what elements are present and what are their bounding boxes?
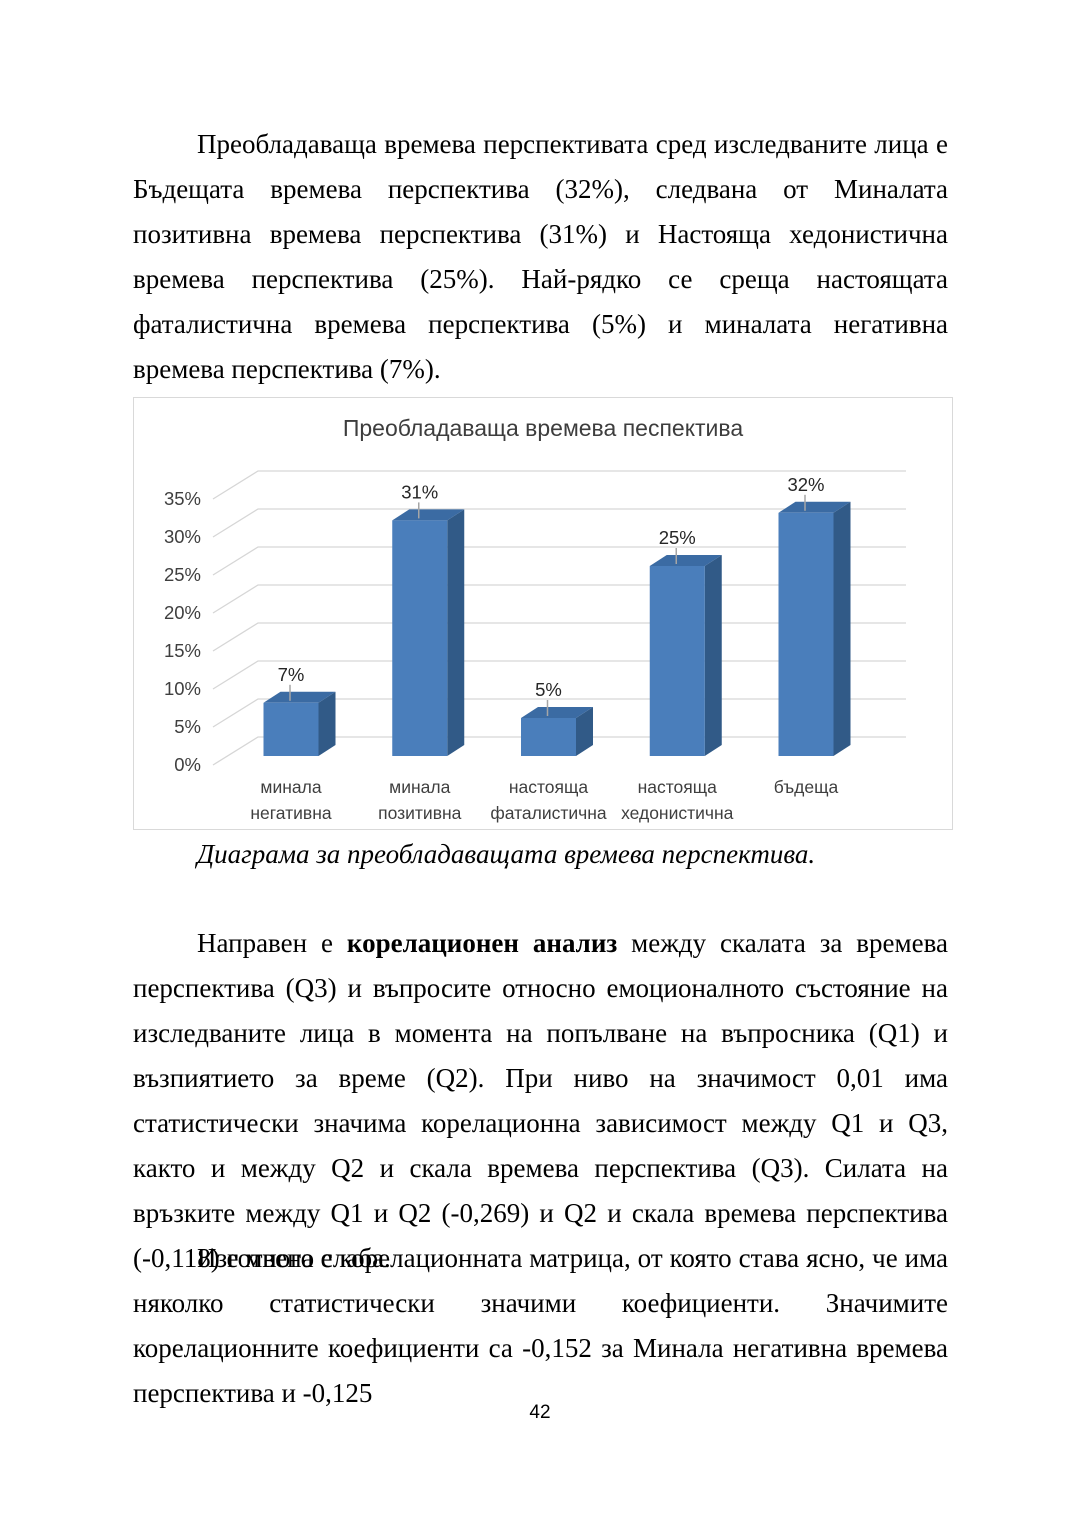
bar-top-face	[263, 691, 336, 703]
bar-side-face	[576, 707, 593, 756]
category-label-line1: минала	[389, 777, 450, 797]
y-axis-tick-label: 20%	[164, 602, 201, 623]
category-label-line1: настояща	[638, 777, 718, 797]
bar-4	[778, 494, 851, 756]
bar-side-face	[833, 501, 851, 756]
paragraph-2: Направен е корелационен анализ между ска…	[133, 921, 948, 1281]
bar-0	[263, 684, 336, 756]
gridline	[212, 546, 906, 576]
bar-top-face	[778, 501, 851, 513]
bar-top-face	[392, 509, 465, 521]
chart-caption: Диаграма за преобладаващата времева перс…	[197, 839, 816, 869]
data-label: 25%	[659, 527, 696, 548]
p2-text-after-bold: между скалата за времева перспектива (Q3…	[133, 928, 948, 1273]
category-label-line2: хедонистична	[621, 803, 734, 823]
category-label-line2: фаталистична	[490, 803, 607, 823]
page-number: 42	[529, 1402, 551, 1423]
bar-front-face	[263, 702, 319, 756]
y-axis-tick-label: 15%	[164, 640, 201, 661]
bar-front-face	[778, 512, 834, 756]
paragraph-3: Изготвена е корелационната матрица, от к…	[133, 1243, 948, 1408]
bar-front-face	[649, 566, 705, 756]
category-label-line1: минала	[260, 777, 321, 797]
y-axis-tick-label: 5%	[174, 716, 201, 737]
paragraph-1: Преобладаваща времева перспективата сред…	[133, 129, 948, 384]
bar-front-face	[521, 718, 576, 756]
bar-side-face	[318, 691, 336, 756]
category-label-line2: позитивна	[378, 803, 462, 823]
gridline	[212, 470, 906, 500]
bar-side-face	[704, 555, 722, 756]
data-label: 7%	[278, 664, 305, 685]
data-label: 31%	[401, 481, 438, 502]
y-axis-tick-label: 0%	[174, 754, 201, 775]
bar-chart: 0% 5% 10% 15% 20% 25% 30% 35% 7% минала негативна 3…	[164, 415, 906, 823]
p2-bold-phrase: корелационен анализ	[346, 928, 618, 958]
bar-1	[392, 502, 465, 756]
y-axis-tick-label: 35%	[164, 488, 201, 509]
bar-side-face	[447, 509, 465, 756]
bar-top-face	[649, 555, 722, 566]
bar-3	[649, 548, 722, 756]
y-axis-tick-label: 10%	[164, 678, 201, 699]
chart-container: 0% 5% 10% 15% 20% 25% 30% 35% 7% минала негативна 3…	[133, 397, 953, 830]
y-axis-tick-label: 30%	[164, 526, 201, 547]
p2-text-before-bold: Направен е	[197, 928, 347, 958]
bar-top-face	[521, 707, 593, 718]
y-axis-tick-label: 25%	[164, 564, 201, 585]
bar-2	[521, 700, 593, 756]
category-label-line1: настояща	[509, 777, 589, 797]
data-label: 32%	[787, 474, 824, 495]
category-label-line2: негативна	[250, 803, 331, 823]
category-label: бъдеща	[774, 777, 839, 797]
data-label: 5%	[535, 679, 562, 700]
gridline	[212, 508, 906, 538]
bar-front-face	[392, 520, 448, 756]
chart-title: Преобладаваща времева песпектива	[343, 415, 744, 441]
